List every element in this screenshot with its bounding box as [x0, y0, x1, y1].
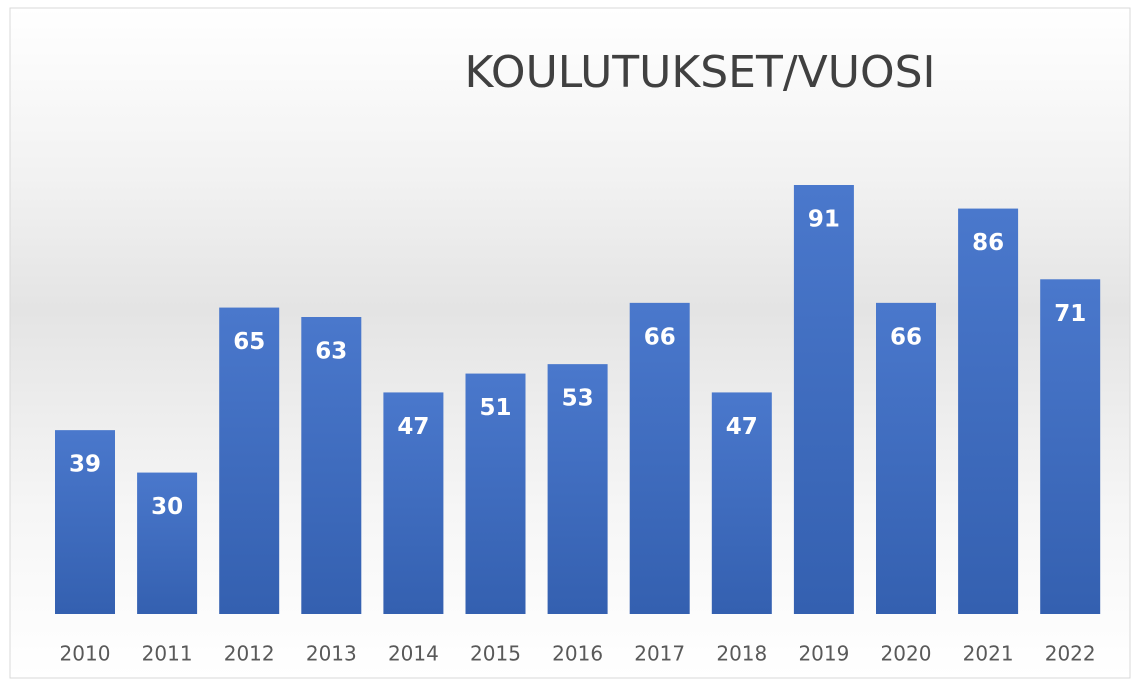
x-tick-label: 2013	[306, 642, 357, 666]
bar	[55, 430, 115, 614]
data-label: 63	[315, 339, 347, 365]
bar	[219, 307, 280, 614]
chart-title: KOULUTUKSET/VUOSI	[464, 47, 935, 98]
bar	[301, 317, 362, 614]
x-tick-label: 2022	[1045, 642, 1096, 666]
data-label: 71	[1054, 301, 1086, 327]
bar	[711, 392, 772, 614]
x-tick-label: 2014	[388, 642, 439, 666]
x-tick-label: 2020	[881, 642, 932, 666]
data-label: 47	[726, 414, 758, 440]
x-tick-label: 2018	[716, 642, 767, 666]
data-label: 30	[151, 494, 183, 520]
x-tick-label: 2010	[60, 642, 111, 666]
x-tick-label: 2017	[634, 642, 685, 666]
data-label: 91	[808, 207, 840, 233]
bar	[793, 185, 854, 614]
bar	[876, 302, 936, 614]
bar	[547, 364, 608, 614]
bar	[465, 373, 526, 614]
bar	[137, 472, 198, 614]
x-tick-label: 2019	[798, 642, 849, 666]
bar	[383, 392, 444, 614]
data-label: 47	[397, 414, 429, 440]
x-tick-label: 2015	[470, 642, 521, 666]
data-label: 65	[233, 329, 265, 355]
bar	[1040, 279, 1101, 614]
data-label: 66	[644, 324, 676, 350]
x-tick-label: 2011	[142, 642, 193, 666]
x-tick-label: 2016	[552, 642, 603, 666]
x-tick-label: 2012	[224, 642, 275, 666]
data-label: 53	[562, 386, 594, 412]
bar	[958, 208, 1019, 615]
bar	[629, 302, 690, 614]
data-label: 86	[972, 230, 1004, 256]
x-tick-label: 2021	[963, 642, 1014, 666]
data-label: 51	[479, 395, 511, 421]
data-label: 39	[69, 452, 101, 478]
data-label: 66	[890, 324, 922, 350]
